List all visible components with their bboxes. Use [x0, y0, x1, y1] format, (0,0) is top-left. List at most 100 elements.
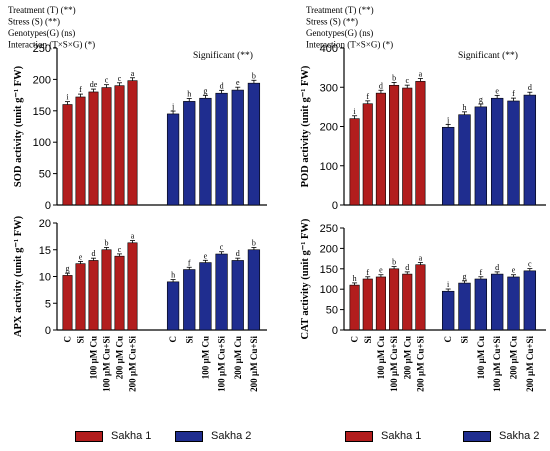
apx-bar [62, 275, 73, 331]
apx-bar-letter: d [92, 249, 96, 258]
pod-bar [349, 118, 360, 206]
sod-bar [101, 87, 112, 206]
apx-bar [88, 260, 99, 331]
sod-bar [183, 101, 196, 206]
sod-chart: 0 50 100 150 200 250 SOD activity (unit g⁻¹ FW… [8, 5, 267, 212]
sod-annotation: Stress (S) (**) [8, 17, 60, 27]
pod-bar-letter: e [495, 86, 499, 95]
cat-chart: 0 50 100 150 200 250 CAT activity (unit g⁻¹ FW… [300, 218, 546, 392]
pod-bar [458, 114, 471, 206]
legend-label-sakha2: Sakha 2 [211, 430, 252, 442]
sod-annotation: Treatment (T) (**) [8, 5, 76, 15]
sod-annotation: Interaction (T×S×G) (*) [8, 40, 95, 50]
sod-bar [88, 91, 99, 206]
sod-bar-letter: b [252, 71, 256, 80]
apx-bar-letter: g [66, 264, 70, 273]
cat-y-tick-label: 250 [320, 223, 338, 235]
apx-bar-letter: e [204, 251, 208, 260]
apx-bar-letter: c [220, 243, 224, 252]
pod-y-tick-label: 0 [332, 200, 338, 212]
cat-bar-letter: d [495, 263, 499, 272]
cat-bar [490, 273, 504, 331]
apx-bar [199, 262, 212, 331]
pod-chart: 0 100 200 300 400 POD activity (unit g⁻¹ FW) i… [300, 5, 546, 212]
pod-bar [415, 81, 426, 206]
apx-bar [75, 263, 86, 331]
apx-category-label: 100 µM Cu+Si [102, 336, 112, 392]
pod-bar [490, 97, 504, 206]
sod-bar [75, 96, 86, 206]
pod-y-axis-label: POD activity (unit g⁻¹ FW) [300, 65, 311, 187]
pod-bar [523, 94, 537, 206]
sod-significance-label: Significant (**) [193, 50, 253, 61]
pod-significance-label: Significant (**) [458, 50, 518, 61]
apx-bar [183, 269, 196, 331]
cat-category-label: 200 µM Cu+Si [525, 336, 535, 392]
legend-item-sakha1-right: Sakha 1 [345, 430, 421, 442]
cat-category-label: Si [363, 336, 373, 344]
pod-bar [402, 87, 413, 206]
pod-bar-letter: i [353, 107, 356, 116]
pod-bar [507, 100, 520, 206]
pod-bar-letter: g [479, 95, 483, 104]
cat-bar [389, 268, 400, 331]
apx-y-tick-label: 15 [39, 245, 51, 257]
apx-category-label: Si [76, 336, 86, 344]
pod-bar-letter: c [405, 76, 409, 85]
cat-y-tick-label: 0 [332, 325, 338, 337]
pod-bar [474, 106, 488, 206]
pod-y-tick-label: 300 [320, 82, 338, 94]
cat-bar-letter: f [479, 268, 482, 277]
sod-y-axis-label: SOD activity (unit g⁻¹ FW) [13, 65, 24, 187]
apx-category-label: C [63, 336, 73, 343]
sod-bar [215, 92, 228, 206]
apx-bar [166, 281, 180, 331]
apx-bar-letter: f [188, 258, 191, 267]
cat-bar [458, 282, 471, 331]
cat-y-tick-label: 200 [320, 243, 338, 255]
sod-bar [166, 113, 180, 206]
sod-bar [247, 82, 261, 206]
sod-y-tick-label: 0 [45, 200, 51, 212]
sod-bar-letter: h [187, 89, 191, 98]
cat-bar [349, 284, 360, 331]
cat-bar [415, 264, 426, 331]
legend-item-sakha1: Sakha 1 [75, 430, 151, 442]
cat-category-label: Si [460, 336, 470, 344]
sod-bar [199, 97, 212, 206]
apx-bar [247, 249, 261, 331]
apx-y-tick-label: 0 [45, 325, 51, 337]
sod-bar-letter: g [203, 86, 207, 95]
apx-bar-letter: a [131, 232, 135, 241]
cat-bar [441, 290, 455, 331]
cat-category-label: 100 µM Cu+Si [389, 336, 399, 392]
apx-bar-letter: b [105, 238, 109, 247]
pod-bar [389, 84, 400, 206]
pod-annotation: Genotypes(G) (ns) [306, 28, 373, 38]
apx-category-label: 200 µM Cu [115, 336, 125, 379]
legend-label-sakha2-right: Sakha 2 [499, 430, 540, 442]
cat-bar-letter: f [366, 268, 369, 277]
apx-category-label: Si [184, 336, 194, 344]
pod-y-tick-label: 400 [320, 43, 338, 55]
sod-y-tick-label: 100 [33, 137, 51, 149]
sod-bar-letter: d [220, 81, 224, 90]
apx-category-label: C [168, 336, 178, 343]
cat-bar-letter: g [463, 272, 467, 281]
apx-bar-letter: b [252, 238, 256, 247]
pod-bar [375, 92, 386, 206]
sod-bar [127, 80, 138, 206]
cat-bar-letter: e [379, 266, 383, 275]
cat-y-axis-label: CAT activity (unit g⁻¹ FW) [300, 218, 311, 339]
pod-bar [362, 103, 373, 206]
cat-category-label: 100 µM Cu+Si [492, 336, 502, 392]
sod-y-tick-label: 250 [33, 43, 51, 55]
apx-category-label: 100 µM Cu [89, 336, 99, 379]
apx-category-label: 200 µM Cu [233, 336, 243, 379]
cat-bar-letter: i [447, 280, 450, 289]
pod-bar [441, 126, 455, 206]
sod-bar-letter: a [131, 69, 135, 78]
cat-bar [362, 278, 373, 331]
apx-bar-letter: d [236, 249, 240, 258]
pod-annotation: Interaction (T×S×G) (*) [306, 40, 393, 50]
